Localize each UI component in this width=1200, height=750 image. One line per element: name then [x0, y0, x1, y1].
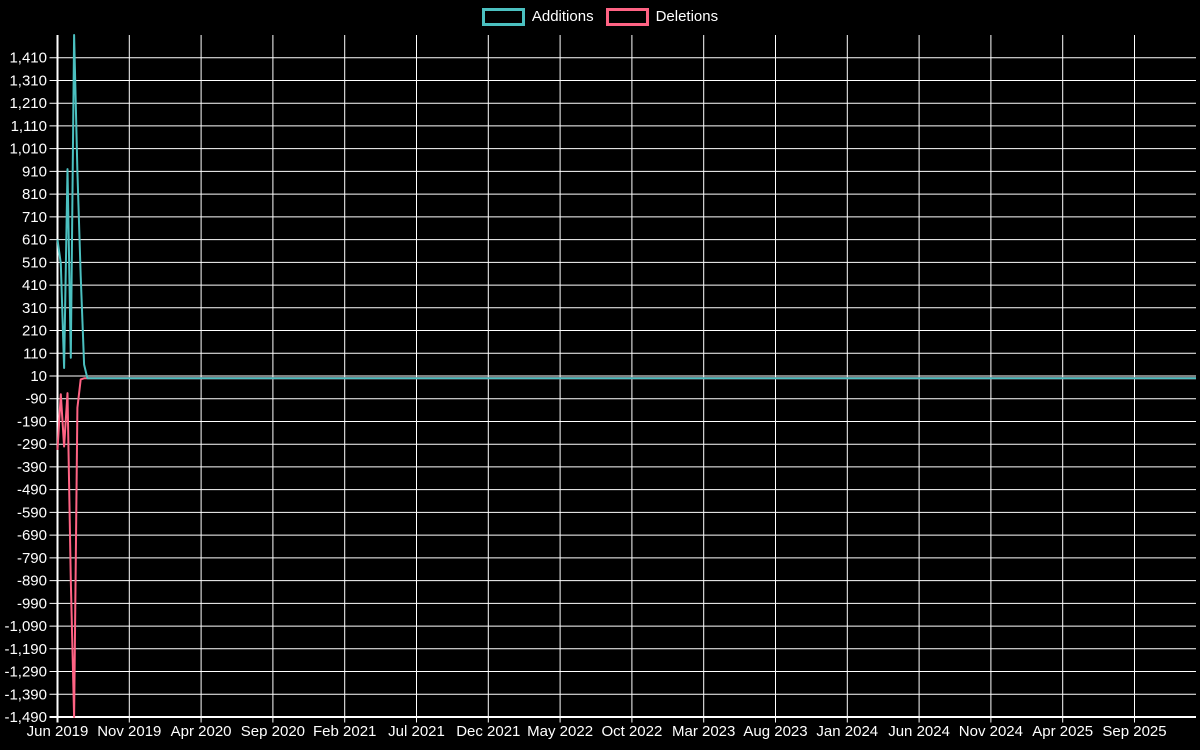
y-tick-label: 610 [22, 232, 47, 249]
y-tick-label: 1,210 [9, 95, 47, 112]
y-tick-label: -190 [17, 413, 47, 430]
x-tick-label: Sep 2025 [1102, 723, 1166, 740]
x-tick-label: Aug 2023 [743, 723, 807, 740]
y-tick-label: 910 [22, 163, 47, 180]
x-tick-label: Dec 2021 [456, 723, 520, 740]
x-tick-label: Jun 2024 [888, 723, 950, 740]
y-tick-label: 1,310 [9, 72, 47, 89]
y-tick-label: 210 [22, 323, 47, 340]
chart-legend: Additions Deletions [0, 8, 1200, 26]
y-tick-label: -1,490 [4, 709, 47, 726]
x-tick-label: Nov 2024 [959, 723, 1023, 740]
y-tick-label: 10 [30, 368, 47, 385]
x-tick-label: Jan 2024 [816, 723, 878, 740]
y-tick-label: 510 [22, 254, 47, 271]
y-tick-label: -790 [17, 550, 47, 567]
y-tick-label: 1,010 [9, 141, 47, 158]
y-tick-label: 1,410 [9, 50, 47, 67]
additions-legend-label: Additions [531, 8, 594, 25]
y-tick-label: -1,290 [4, 664, 47, 681]
y-tick-label: 1,110 [11, 118, 47, 135]
y-tick-label: -490 [17, 482, 47, 499]
y-tick-label: -590 [17, 504, 47, 521]
x-tick-label: Oct 2022 [601, 723, 662, 740]
y-tick-label: -1,190 [4, 641, 47, 658]
x-tick-label: Jul 2021 [388, 723, 445, 740]
x-tick-label: Apr 2025 [1032, 723, 1093, 740]
y-tick-label: -990 [17, 595, 47, 612]
additions-line [56, 34, 1196, 380]
y-tick-label: 310 [22, 300, 47, 317]
y-tick-label: 810 [22, 186, 47, 203]
x-tick-label: May 2022 [527, 723, 593, 740]
y-tick-label: -690 [17, 527, 47, 544]
x-tick-label: Sep 2020 [241, 723, 305, 740]
legend-item-deletions[interactable]: Deletions [605, 8, 719, 26]
deletions-legend-swatch [605, 8, 649, 26]
y-tick-label: -1,090 [4, 618, 47, 635]
x-tick-label: Nov 2019 [97, 723, 161, 740]
legend-item-additions[interactable]: Additions [481, 8, 594, 26]
y-tick-label: -90 [25, 391, 47, 408]
y-tick-label: 710 [22, 209, 47, 226]
x-tick-label: Jun 2019 [27, 723, 89, 740]
deletions-line [56, 377, 1196, 718]
x-tick-label: Feb 2021 [313, 723, 376, 740]
x-tick-label: Apr 2020 [171, 723, 232, 740]
y-tick-label: 110 [23, 345, 47, 362]
y-tick-label: -390 [17, 459, 47, 476]
y-tick-label: -890 [17, 573, 47, 590]
x-tick-label: Mar 2023 [672, 723, 735, 740]
y-tick-label: 410 [22, 277, 47, 294]
y-tick-label: -1,390 [4, 686, 47, 703]
deletions-legend-label: Deletions [655, 8, 719, 25]
additions-legend-swatch [481, 8, 525, 26]
y-tick-label: -290 [17, 436, 47, 453]
